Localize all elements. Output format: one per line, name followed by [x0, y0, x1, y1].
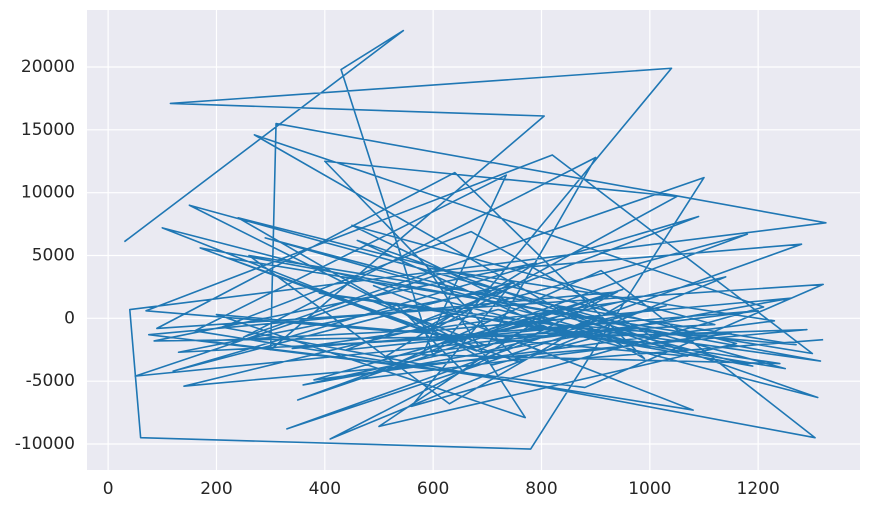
- y-tick-label: 15000: [21, 120, 75, 140]
- y-tick-label: 0: [64, 308, 75, 328]
- y-tick-label: -5000: [26, 371, 75, 391]
- data-line: [123, 29, 827, 450]
- tick-labels: 0 200 400 600 800 1000 1200 -10000 -5000 0 5000 100…: [15, 57, 780, 499]
- marks: [123, 29, 827, 450]
- x-tick-label: 1000: [628, 479, 671, 499]
- x-tick-label: 200: [200, 479, 232, 499]
- y-tick-label: -10000: [15, 434, 75, 454]
- y-tick-label: 10000: [21, 183, 75, 203]
- y-tick-label: 20000: [21, 57, 75, 77]
- x-tick-label: 600: [417, 479, 449, 499]
- x-tick-label: 1200: [737, 479, 780, 499]
- x-tick-label: 0: [103, 479, 114, 499]
- x-tick-label: 800: [525, 479, 557, 499]
- x-tick-label: 400: [309, 479, 341, 499]
- y-tick-label: 5000: [32, 246, 75, 266]
